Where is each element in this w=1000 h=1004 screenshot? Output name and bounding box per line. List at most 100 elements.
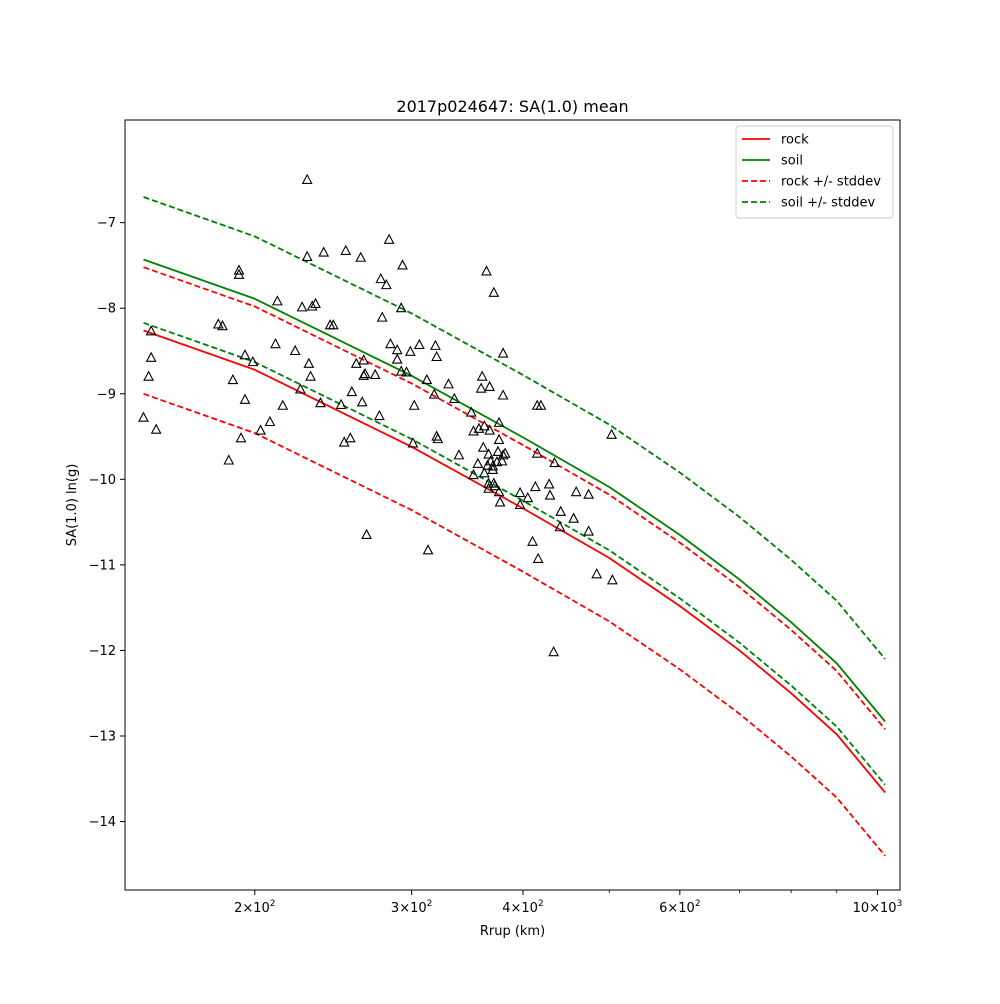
data-point-triangle bbox=[606, 428, 618, 439]
series-line bbox=[143, 392, 886, 857]
data-point-triangle bbox=[544, 489, 556, 500]
data-point-triangle bbox=[294, 383, 306, 394]
data-point-triangle bbox=[431, 350, 443, 362]
data-point-triangle bbox=[395, 302, 407, 313]
x-axis-label: Rrup (km) bbox=[480, 924, 545, 939]
data-point-triangle bbox=[306, 300, 318, 311]
data-point-triangle bbox=[235, 432, 247, 443]
data-point-triangle bbox=[497, 449, 509, 460]
data-point-triangle bbox=[358, 354, 370, 365]
plot-frame bbox=[124, 119, 901, 891]
data-point-triangle bbox=[233, 268, 245, 279]
y-tick-label: −11 bbox=[89, 558, 116, 573]
data-point-triangle bbox=[340, 244, 352, 255]
data-point-triangle bbox=[375, 272, 387, 284]
data-point-triangle bbox=[408, 399, 420, 410]
data-point-triangle bbox=[489, 480, 501, 491]
data-point-triangle bbox=[395, 365, 407, 376]
data-point-triangle bbox=[484, 424, 496, 435]
data-point-triangle bbox=[568, 512, 580, 523]
data-point-triangle bbox=[481, 265, 492, 276]
data-point-triangle bbox=[430, 339, 441, 350]
data-point-triangle bbox=[531, 447, 543, 458]
data-point-triangle bbox=[583, 525, 595, 536]
data-point-triangle bbox=[247, 355, 259, 367]
data-point-triangle bbox=[413, 338, 425, 350]
data-point-triangle bbox=[315, 397, 326, 408]
y-tick-label: −10 bbox=[89, 473, 116, 488]
y-tick-label: −12 bbox=[89, 644, 116, 659]
data-point-triangle bbox=[527, 535, 538, 546]
data-point-triangle bbox=[407, 437, 419, 448]
x-tick-label: 3×102 bbox=[391, 899, 432, 916]
plot-area bbox=[138, 173, 886, 857]
data-point-triangle bbox=[223, 454, 235, 465]
y-tick-label: −9 bbox=[97, 387, 116, 402]
data-point-triangle bbox=[305, 370, 316, 381]
y-tick-label: −7 bbox=[97, 216, 116, 231]
data-point-triangle bbox=[404, 345, 416, 356]
data-point-triangle bbox=[143, 370, 155, 381]
data-point-triangle bbox=[301, 173, 313, 184]
data-point-triangle bbox=[422, 544, 434, 555]
data-point-triangle bbox=[487, 463, 499, 474]
data-point-triangle bbox=[270, 337, 281, 349]
axes: 2×102 3×102 4×102 6×102 10×103 −7 −8 −9 −10 −11 −1… bbox=[89, 119, 903, 916]
data-point-triangle bbox=[496, 455, 508, 466]
series-line bbox=[143, 321, 886, 786]
data-point-triangle bbox=[493, 485, 505, 497]
data-point-triangle bbox=[289, 344, 301, 356]
data-point-triangle bbox=[380, 278, 392, 290]
data-point-triangle bbox=[271, 295, 283, 306]
data-point-triangle bbox=[477, 441, 489, 452]
data-point-triangle bbox=[493, 416, 505, 427]
data-point-triangle bbox=[522, 491, 534, 503]
data-point-triangle bbox=[350, 357, 362, 368]
data-point-triangle bbox=[535, 399, 547, 410]
data-point-triangle bbox=[391, 353, 403, 364]
data-point-triangle bbox=[529, 480, 541, 492]
data-point-triangle bbox=[318, 246, 330, 257]
data-point-triangle bbox=[514, 486, 526, 498]
data-point-triangle bbox=[483, 477, 495, 488]
legend-label: soil +/- stddev bbox=[781, 196, 876, 211]
data-point-triangle bbox=[497, 347, 509, 358]
chart-title: 2017p024647: SA(1.0) mean bbox=[396, 97, 628, 116]
legend-label: rock +/- stddev bbox=[781, 175, 881, 190]
data-point-triangle bbox=[344, 432, 356, 443]
data-point-triangle bbox=[555, 505, 567, 516]
data-point-triangle bbox=[383, 233, 395, 244]
x-tick-label: 10×103 bbox=[853, 899, 903, 916]
data-point-triangle bbox=[301, 250, 313, 261]
data-point-triangle bbox=[239, 393, 251, 404]
data-point-triangle bbox=[492, 445, 504, 457]
data-point-triangle bbox=[303, 357, 315, 368]
data-point-triangle bbox=[583, 488, 595, 499]
series-line bbox=[143, 196, 886, 660]
data-point-triangle bbox=[432, 432, 444, 444]
data-point-triangle bbox=[493, 433, 505, 445]
series-line bbox=[143, 266, 886, 730]
data-point-triangle bbox=[277, 399, 289, 410]
data-point-triangle bbox=[212, 318, 224, 329]
data-point-triangle bbox=[591, 568, 603, 579]
data-point-triangle bbox=[478, 467, 490, 478]
data-point-triangle bbox=[150, 423, 162, 434]
data-point-triangle bbox=[145, 325, 157, 336]
y-tick-label: −13 bbox=[89, 730, 116, 745]
data-point-triangle bbox=[494, 496, 506, 507]
data-point-triangle bbox=[554, 521, 566, 532]
data-point-triangle bbox=[465, 406, 477, 417]
data-point-triangle bbox=[472, 457, 484, 468]
data-point-triangle bbox=[543, 478, 555, 489]
data-point-triangle bbox=[264, 415, 276, 427]
data-point-triangle bbox=[324, 319, 336, 330]
legend: rock soil rock +/- stddev soil +/- stddev bbox=[735, 125, 894, 219]
data-point-triangle bbox=[475, 382, 487, 393]
data-point-triangle bbox=[548, 645, 560, 657]
legend-box bbox=[735, 125, 894, 219]
data-point-triangle bbox=[138, 411, 149, 422]
data-point-triangle bbox=[488, 286, 500, 297]
